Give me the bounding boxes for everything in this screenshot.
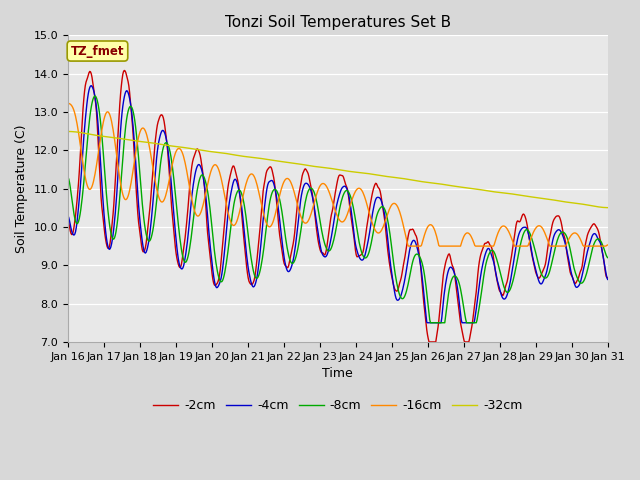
-32cm (403, 176, 411, 182)
-2cm (214, 280, 221, 286)
-8cm (64, 174, 72, 180)
-2cm (404, 234, 412, 240)
-2cm (420, 300, 428, 305)
-8cm (92, 93, 99, 99)
Line: -2cm: -2cm (68, 71, 607, 342)
-8cm (130, 113, 138, 119)
-16cm (212, 163, 220, 168)
-4cm (404, 257, 412, 263)
-2cm (74, 189, 82, 195)
Line: -16cm: -16cm (68, 103, 607, 246)
-2cm (64, 216, 72, 222)
-4cm (420, 290, 428, 296)
-2cm (604, 275, 611, 280)
-8cm (185, 250, 193, 255)
-4cm (185, 225, 193, 230)
Line: -4cm: -4cm (68, 86, 607, 323)
X-axis label: Time: Time (323, 367, 353, 380)
-2cm (425, 339, 433, 345)
-2cm (130, 147, 138, 153)
-4cm (214, 285, 221, 290)
-4cm (424, 320, 431, 325)
-16cm (64, 100, 72, 106)
-16cm (420, 234, 428, 240)
-2cm (185, 194, 193, 200)
-8cm (604, 255, 611, 261)
-4cm (604, 276, 611, 282)
-8cm (420, 268, 428, 274)
-16cm (405, 243, 413, 249)
-32cm (74, 129, 82, 135)
-32cm (64, 129, 72, 134)
Y-axis label: Soil Temperature (C): Soil Temperature (C) (15, 124, 28, 253)
-32cm (419, 179, 427, 185)
-16cm (129, 166, 137, 171)
Line: -32cm: -32cm (68, 132, 607, 208)
Title: Tonzi Soil Temperatures Set B: Tonzi Soil Temperatures Set B (225, 15, 451, 30)
-32cm (129, 138, 137, 144)
-16cm (74, 125, 82, 131)
-4cm (88, 83, 95, 89)
Legend: -2cm, -4cm, -8cm, -16cm, -32cm: -2cm, -4cm, -8cm, -16cm, -32cm (148, 394, 527, 417)
-4cm (64, 213, 72, 218)
-32cm (212, 149, 220, 155)
-4cm (130, 135, 138, 141)
-8cm (74, 220, 82, 226)
Line: -8cm: -8cm (68, 96, 607, 323)
-2cm (120, 68, 128, 73)
-16cm (403, 240, 411, 246)
-8cm (214, 268, 221, 274)
-16cm (184, 176, 192, 181)
Text: TZ_fmet: TZ_fmet (71, 45, 124, 58)
-32cm (184, 145, 192, 151)
-32cm (604, 205, 611, 211)
-16cm (604, 242, 611, 248)
-8cm (427, 320, 435, 325)
-8cm (404, 282, 412, 288)
-4cm (74, 212, 82, 217)
